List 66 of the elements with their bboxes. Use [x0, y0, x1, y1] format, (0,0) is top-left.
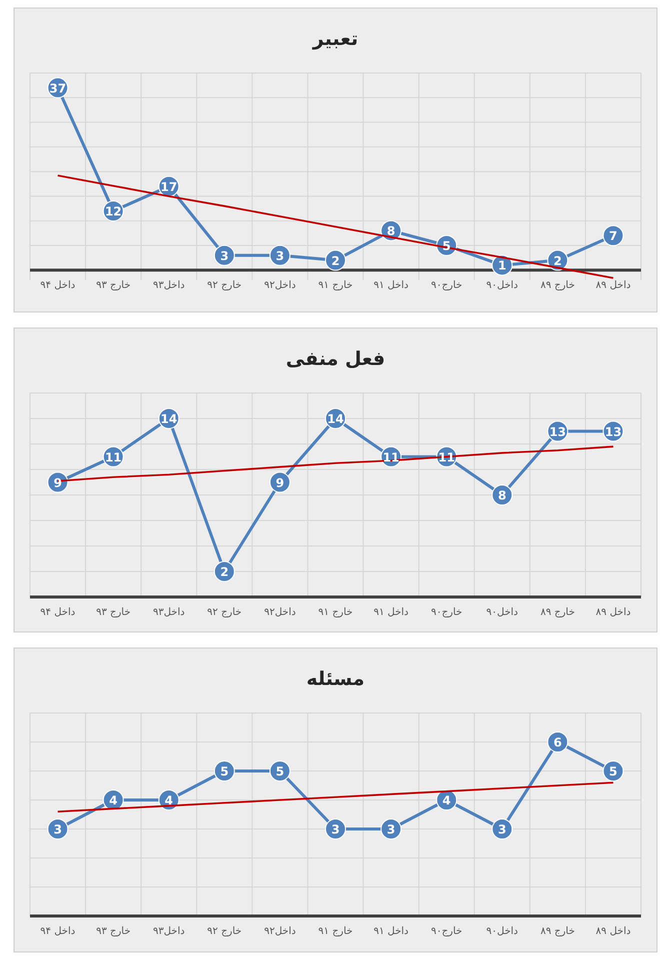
x-tick-label: داخل۹۰	[486, 280, 518, 292]
chart-title: تعبیر	[312, 28, 358, 50]
x-tick-label: داخل۹۲	[264, 280, 296, 292]
x-tick-label: خارج۹۰	[430, 607, 462, 618]
data-label: 3	[276, 248, 284, 263]
x-tick-label: داخل ۹۱	[374, 607, 409, 618]
x-tick-label: داخل ۹۱	[374, 926, 409, 937]
data-label: 2	[220, 565, 229, 579]
x-tick-label: داخل ۹۱	[374, 280, 409, 292]
x-tick-label: داخل ۹۴	[40, 926, 76, 937]
x-tick-label: خارج ۸۹	[540, 607, 575, 618]
data-label: 4	[164, 794, 174, 808]
x-tick-label: خارج ۸۹	[540, 280, 575, 292]
chart-title: فعل منفی	[286, 348, 386, 370]
x-tick-label: خارج ۹۱	[318, 280, 353, 292]
data-label: 7	[609, 229, 618, 244]
data-label: 8	[386, 224, 396, 238]
data-label: 5	[609, 764, 618, 778]
x-tick-label: خارج ۹۱	[318, 926, 353, 937]
data-label: 13	[549, 424, 566, 439]
data-label: 3	[386, 822, 396, 836]
data-label: 9	[54, 476, 62, 490]
data-label: 4	[109, 794, 118, 808]
x-tick-label: خارج ۹۲	[207, 926, 242, 937]
x-tick-label: داخل ۸۹	[596, 607, 631, 618]
data-label: 8	[498, 488, 506, 502]
data-label: 2	[554, 254, 562, 268]
x-tick-label: داخل۹۳	[152, 926, 185, 937]
x-tick-label: داخل ۹۴	[40, 607, 76, 618]
x-tick-label: داخل۹۳	[152, 280, 185, 292]
x-tick-label: خارج ۹۳	[96, 926, 131, 937]
x-tick-label: داخل۹۳	[152, 607, 185, 618]
x-tick-label: خارج ۹۳	[96, 280, 131, 292]
data-label: 17	[160, 180, 178, 194]
data-label: 3	[498, 822, 506, 836]
data-label: 11	[104, 450, 122, 464]
data-label: 37	[49, 81, 66, 96]
x-tick-label: داخل ۸۹	[596, 926, 631, 937]
data-label: 1	[498, 258, 506, 273]
data-label: 5	[220, 764, 229, 778]
x-tick-label: خارج ۸۹	[540, 926, 575, 937]
data-label: 2	[331, 254, 340, 268]
data-label: 4	[442, 794, 451, 808]
x-tick-label: داخل۹۲	[264, 607, 296, 618]
data-label: 14	[327, 412, 344, 426]
x-tick-label: خارج ۹۳	[96, 607, 131, 618]
data-label: 3	[54, 822, 62, 836]
x-tick-label: خارج ۹۲	[207, 280, 242, 292]
x-tick-label: داخل۹۲	[264, 926, 296, 937]
x-tick-label: داخل۹۰	[486, 926, 518, 937]
x-tick-label: داخل۹۰	[486, 607, 518, 618]
data-label: 6	[554, 736, 562, 750]
x-tick-label: خارج ۹۱	[318, 607, 353, 618]
x-tick-label: داخل ۸۹	[596, 280, 631, 292]
data-label: 14	[160, 412, 178, 426]
data-label: 12	[104, 204, 122, 218]
data-label: 13	[604, 424, 622, 439]
x-tick-label: خارج۹۰	[430, 280, 462, 292]
data-label: 9	[276, 476, 284, 490]
data-label: 5	[276, 764, 284, 778]
x-tick-label: خارج ۹۲	[207, 607, 242, 618]
chart-title: مسئله	[306, 668, 365, 690]
data-label: 3	[331, 822, 340, 836]
data-label: 3	[220, 248, 229, 263]
x-tick-label: خارج۹۰	[430, 926, 462, 937]
x-tick-label: داخل ۹۴	[40, 280, 76, 292]
